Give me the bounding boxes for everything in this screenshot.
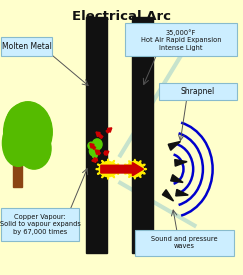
Polygon shape — [175, 160, 187, 166]
FancyArrow shape — [108, 164, 119, 169]
FancyBboxPatch shape — [159, 82, 237, 100]
FancyArrow shape — [108, 168, 121, 170]
FancyArrow shape — [108, 160, 114, 169]
Circle shape — [88, 142, 94, 149]
FancyArrow shape — [101, 163, 143, 176]
Text: Electrical Arc: Electrical Arc — [72, 10, 171, 23]
FancyArrow shape — [108, 169, 119, 174]
Text: Sound and pressure
waves: Sound and pressure waves — [151, 236, 218, 249]
FancyArrow shape — [97, 164, 108, 169]
FancyArrow shape — [135, 169, 141, 178]
FancyArrow shape — [134, 159, 136, 169]
Ellipse shape — [2, 120, 34, 166]
Ellipse shape — [99, 162, 117, 177]
FancyArrow shape — [134, 169, 136, 179]
FancyArrow shape — [106, 128, 112, 133]
FancyArrow shape — [108, 169, 114, 178]
FancyArrow shape — [107, 169, 109, 179]
FancyArrow shape — [90, 144, 95, 149]
Ellipse shape — [17, 128, 51, 169]
Polygon shape — [162, 190, 174, 201]
FancyArrow shape — [129, 161, 135, 169]
FancyArrow shape — [102, 169, 108, 178]
Bar — [132, 16, 153, 253]
Polygon shape — [176, 189, 188, 196]
FancyArrow shape — [129, 169, 135, 178]
FancyArrow shape — [135, 164, 145, 169]
FancyArrow shape — [96, 168, 108, 170]
FancyBboxPatch shape — [125, 23, 237, 56]
Polygon shape — [171, 175, 183, 183]
FancyArrow shape — [97, 169, 108, 174]
Circle shape — [92, 139, 102, 150]
Circle shape — [89, 147, 98, 156]
FancyArrow shape — [124, 169, 135, 174]
FancyArrow shape — [135, 168, 147, 170]
Bar — [86, 16, 107, 253]
Text: Shrapnel: Shrapnel — [181, 87, 215, 96]
FancyArrow shape — [135, 161, 141, 169]
FancyArrow shape — [96, 132, 103, 139]
Text: Copper Vapour:
Solid to vapour expands
by 67,000 times: Copper Vapour: Solid to vapour expands b… — [0, 214, 80, 235]
Ellipse shape — [6, 104, 38, 143]
FancyArrow shape — [95, 150, 100, 155]
Polygon shape — [168, 141, 181, 150]
FancyBboxPatch shape — [1, 37, 52, 56]
Bar — [13, 160, 22, 187]
FancyArrow shape — [92, 158, 97, 162]
FancyArrow shape — [124, 164, 135, 169]
Circle shape — [92, 153, 97, 158]
FancyBboxPatch shape — [135, 230, 234, 256]
Ellipse shape — [4, 102, 52, 162]
Text: 35,000°F
Hot Air Rapid Expansion
Intense Light: 35,000°F Hot Air Rapid Expansion Intense… — [141, 29, 221, 51]
FancyArrow shape — [123, 168, 135, 170]
FancyArrow shape — [135, 169, 145, 174]
FancyArrow shape — [102, 160, 108, 169]
Text: Molten Metal: Molten Metal — [2, 42, 52, 51]
Ellipse shape — [126, 162, 143, 177]
FancyBboxPatch shape — [1, 208, 79, 241]
FancyArrow shape — [107, 159, 109, 169]
FancyArrow shape — [104, 151, 109, 155]
